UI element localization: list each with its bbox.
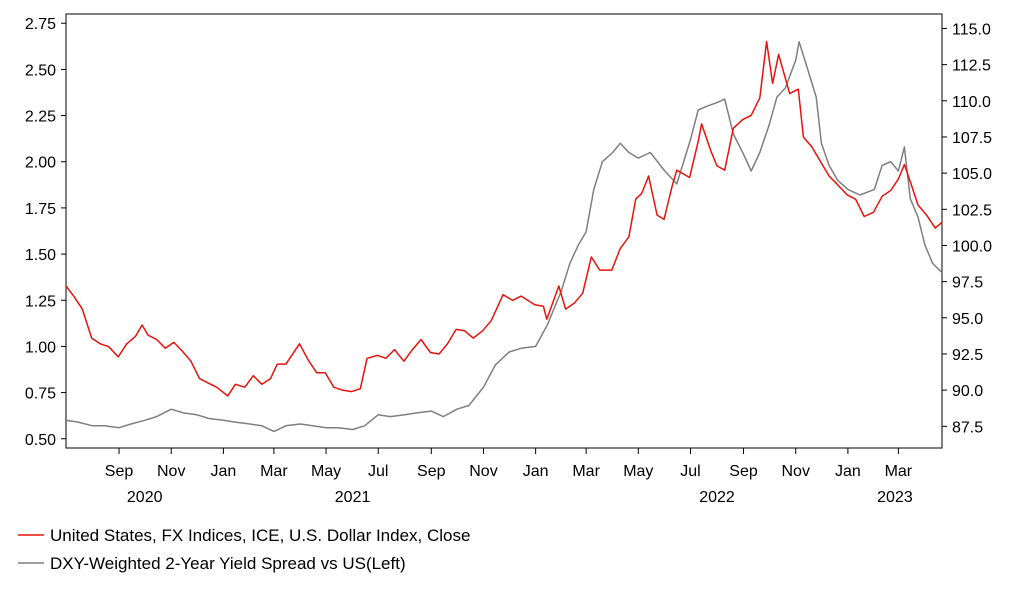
x-month-label: Sep — [417, 463, 446, 480]
left-tick-label: 2.50 — [25, 62, 56, 79]
right-tick-label: 105.0 — [952, 166, 992, 183]
x-month-label: Jan — [211, 463, 237, 480]
plot-area-frame — [65, 13, 943, 449]
x-month-label: May — [623, 463, 653, 480]
legend-label-yield-spread: DXY-Weighted 2-Year Yield Spread vs US(L… — [50, 554, 406, 573]
legend: United States, FX Indices, ICE, U.S. Dol… — [18, 526, 470, 573]
x-month-label: May — [311, 463, 341, 480]
right-tick-label: 110.0 — [952, 94, 991, 111]
left-tick-label: 2.75 — [25, 16, 56, 33]
series-line-usd-index — [65, 40, 943, 397]
x-month-label: Jul — [680, 463, 700, 480]
left-tick-label: 1.25 — [25, 293, 56, 310]
x-month-label: Jul — [368, 463, 388, 480]
x-month-label: Sep — [105, 463, 134, 480]
left-tick-label: 1.75 — [25, 201, 56, 218]
left-tick-label: 0.50 — [25, 432, 56, 449]
right-tick-label: 100.0 — [952, 238, 992, 255]
left-tick-label: 2.00 — [25, 155, 56, 172]
x-month-label: Mar — [572, 463, 600, 480]
x-month-label: Nov — [157, 463, 185, 480]
right-tick-label: 112.5 — [952, 58, 991, 75]
left-axis: 2.75 2.50 2.25 2.00 1.75 1.50 1.25 1.00 0.75 0.50 — [25, 16, 66, 449]
right-tick-label: 102.5 — [952, 202, 992, 219]
x-month-label: Mar — [260, 463, 288, 480]
x-year-label: 2022 — [699, 489, 735, 506]
right-axis: 115.0 112.5 110.0 107.5 105.0 102.5 100.0 97.5 9… — [942, 21, 992, 436]
right-tick-label: 90.0 — [952, 383, 983, 400]
left-tick-label: 1.00 — [25, 339, 56, 356]
right-tick-label: 97.5 — [952, 275, 983, 292]
x-month-label: Jan — [835, 463, 861, 480]
series-line-yield-spread — [65, 40, 943, 433]
right-tick-label: 92.5 — [952, 347, 983, 364]
left-tick-label: 2.25 — [25, 109, 56, 126]
x-month-label: Nov — [781, 463, 809, 480]
legend-label-usd-index: United States, FX Indices, ICE, U.S. Dol… — [50, 526, 470, 545]
right-tick-label: 115.0 — [952, 21, 991, 38]
x-month-label: Mar — [885, 463, 913, 480]
x-month-label: Jan — [523, 463, 549, 480]
right-tick-label: 107.5 — [952, 130, 992, 147]
x-year-label: 2023 — [877, 489, 913, 506]
x-month-label: Nov — [469, 463, 497, 480]
series-layer — [65, 40, 943, 433]
x-year-label: 2020 — [127, 489, 163, 506]
x-year-label: 2021 — [335, 489, 371, 506]
right-tick-label: 95.0 — [952, 311, 983, 328]
left-tick-label: 1.50 — [25, 247, 56, 264]
x-axis: Sep Nov Jan Mar May Jul Sep Nov Jan Mar May Jul Sep N… — [105, 448, 913, 506]
left-tick-label: 0.75 — [25, 386, 56, 403]
right-tick-label: 87.5 — [952, 419, 983, 436]
x-month-label: Sep — [729, 463, 758, 480]
